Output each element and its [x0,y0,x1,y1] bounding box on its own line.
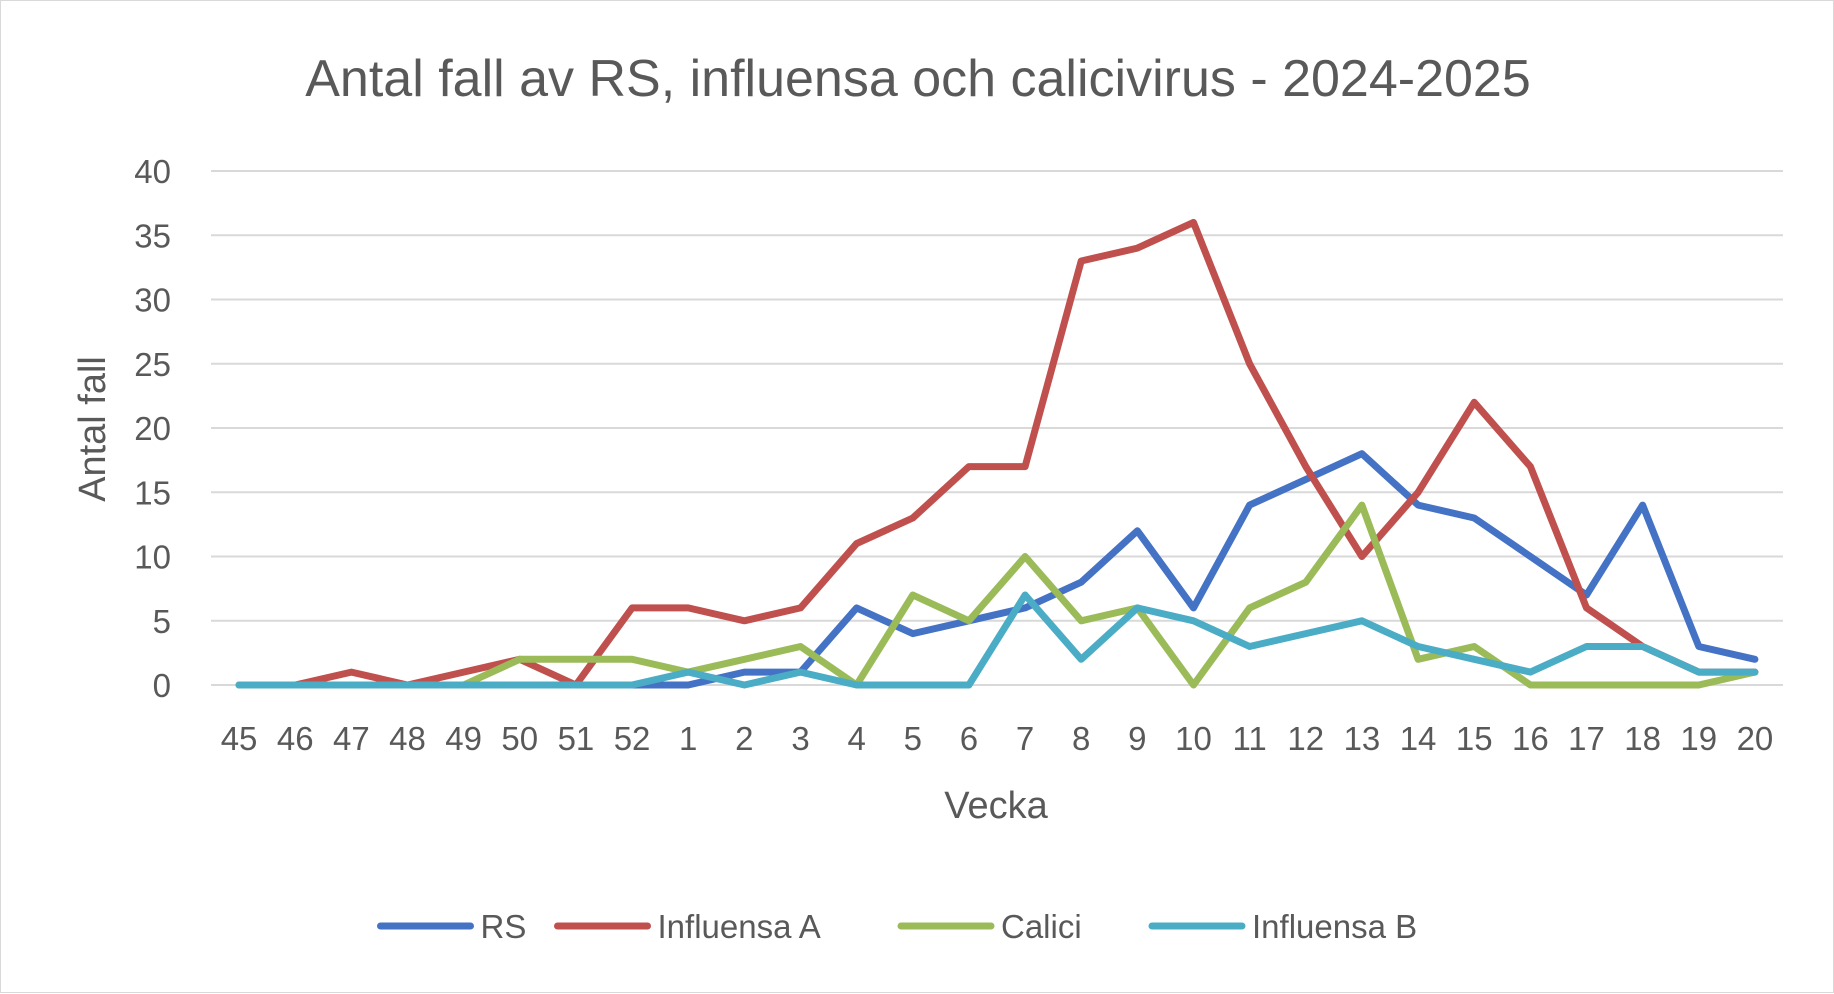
y-tick-label: 25 [134,346,171,383]
legend-label: Calici [1001,908,1082,945]
y-tick-label: 40 [134,153,171,190]
y-tick-label: 20 [134,410,171,447]
x-tick-label: 10 [1175,720,1212,757]
legend-label: Influensa A [658,908,821,945]
x-tick-label: 14 [1400,720,1437,757]
y-axis-ticks: 0 5 10 15 20 25 30 35 40 [134,153,171,704]
y-axis-label: Antal fall [72,356,114,502]
x-tick-label: 15 [1456,720,1493,757]
x-axis-ticks: 45 46 47 48 49 50 51 52 1 2 3 4 5 6 7 8 9 10 11 12 13 14 15 16 1… [221,720,1774,757]
x-tick-label: 3 [791,720,809,757]
x-tick-label: 11 [1233,720,1267,757]
legend-label: RS [481,908,527,945]
legend-item-influensa-b: Influensa B [1148,908,1417,945]
y-tick-label: 30 [134,282,171,319]
y-tick-label: 0 [153,667,171,704]
gridlines [211,170,1783,686]
legend-label: Influensa B [1252,908,1417,945]
x-tick-label: 6 [960,720,978,757]
x-tick-label: 20 [1737,720,1774,757]
y-tick-label: 5 [153,603,171,640]
legend-item-influensa-a: Influensa A [554,908,821,945]
x-tick-label: 45 [221,720,258,757]
x-tick-label: 50 [501,720,538,757]
legend-item-calici: Calici [897,908,1082,945]
x-tick-label: 8 [1072,720,1090,757]
chart-title: Antal fall av RS, influensa och calicivi… [305,50,1531,108]
x-tick-label: 4 [847,720,865,757]
x-tick-label: 17 [1568,720,1605,757]
series-line-calici [235,501,1759,689]
legend: RS Influensa A Calici Influensa B [377,908,1417,945]
series-lines [235,218,1759,689]
x-tick-label: 48 [389,720,426,757]
x-tick-label: 1 [679,720,697,757]
x-tick-label: 47 [333,720,370,757]
x-tick-label: 19 [1680,720,1717,757]
y-tick-label: 10 [134,539,171,576]
legend-item-rs: RS [377,908,527,945]
x-tick-label: 9 [1128,720,1146,757]
x-axis-label: Vecka [944,785,1048,827]
x-tick-label: 13 [1344,720,1381,757]
y-tick-label: 35 [134,217,171,254]
x-tick-label: 12 [1287,720,1324,757]
x-tick-label: 2 [735,720,753,757]
x-tick-label: 5 [904,720,922,757]
x-tick-label: 52 [614,720,651,757]
series-line-influensa-a [235,218,1759,689]
x-tick-label: 16 [1512,720,1549,757]
x-tick-label: 7 [1016,720,1034,757]
series-line-influensa-b [235,591,1759,689]
x-tick-label: 46 [277,720,314,757]
x-tick-label: 49 [445,720,482,757]
series-line-rs [235,450,1759,689]
y-tick-label: 15 [134,474,171,511]
x-tick-label: 51 [558,720,595,757]
x-tick-label: 18 [1624,720,1661,757]
